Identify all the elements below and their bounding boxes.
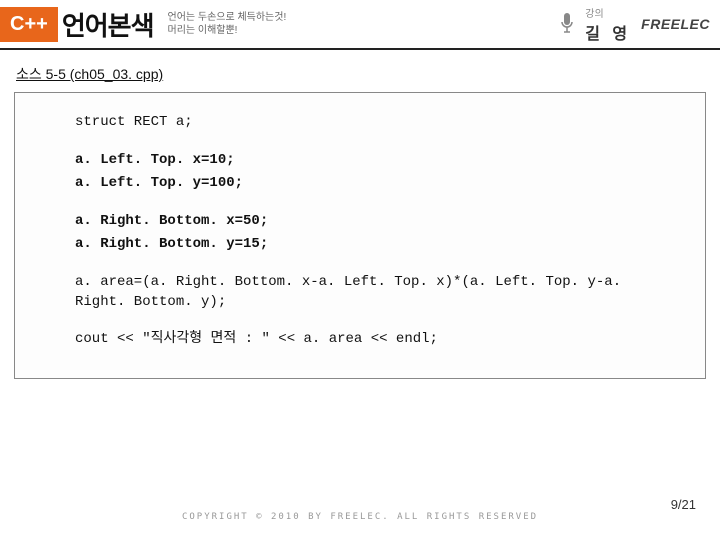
slide-header: C++ 언어본색 언어는 두손으로 체득하는것! 머리는 이해할뿐! 강의 길 … (0, 0, 720, 50)
code-line: struct RECT a; (75, 113, 675, 133)
code-line: a. area=(a. Right. Bottom. x-a. Left. To… (75, 273, 675, 312)
logo-suffix: 언어본색 (62, 6, 154, 43)
brand-name: FREELEC (641, 16, 710, 32)
page-number: 9/21 (671, 497, 696, 512)
lecture-label: 강의 (585, 5, 631, 20)
logo-prefix: C++ (0, 7, 58, 42)
microphone-icon (559, 12, 575, 36)
code-line: a. Left. Top. y=100; (75, 174, 675, 194)
tagline: 언어는 두손으로 체득하는것! 머리는 이해할뿐! (168, 11, 287, 37)
code-line: a. Right. Bottom. x=50; (75, 212, 675, 232)
code-box: struct RECT a; a. Left. Top. x=10; a. Le… (14, 92, 706, 379)
code-line: a. Right. Bottom. y=15; (75, 235, 675, 255)
source-title: 소스 5-5 (ch05_03. cpp) (16, 64, 720, 84)
code-line: a. Left. Top. x=10; (75, 151, 675, 171)
instructor-name: 길 영 (585, 20, 631, 44)
logo: C++ 언어본색 (0, 0, 154, 48)
copyright-text: COPYRIGHT © 2010 BY FREELEC. ALL RIGHTS … (0, 512, 720, 522)
lecture-meta: 강의 길 영 (585, 5, 631, 44)
code-line: cout << "직사각형 면적 : " << a. area << endl; (75, 330, 675, 350)
tagline-line2: 머리는 이해할뿐! (168, 24, 287, 37)
header-right: 강의 길 영 FREELEC (559, 5, 710, 44)
tagline-line1: 언어는 두손으로 체득하는것! (168, 11, 287, 24)
